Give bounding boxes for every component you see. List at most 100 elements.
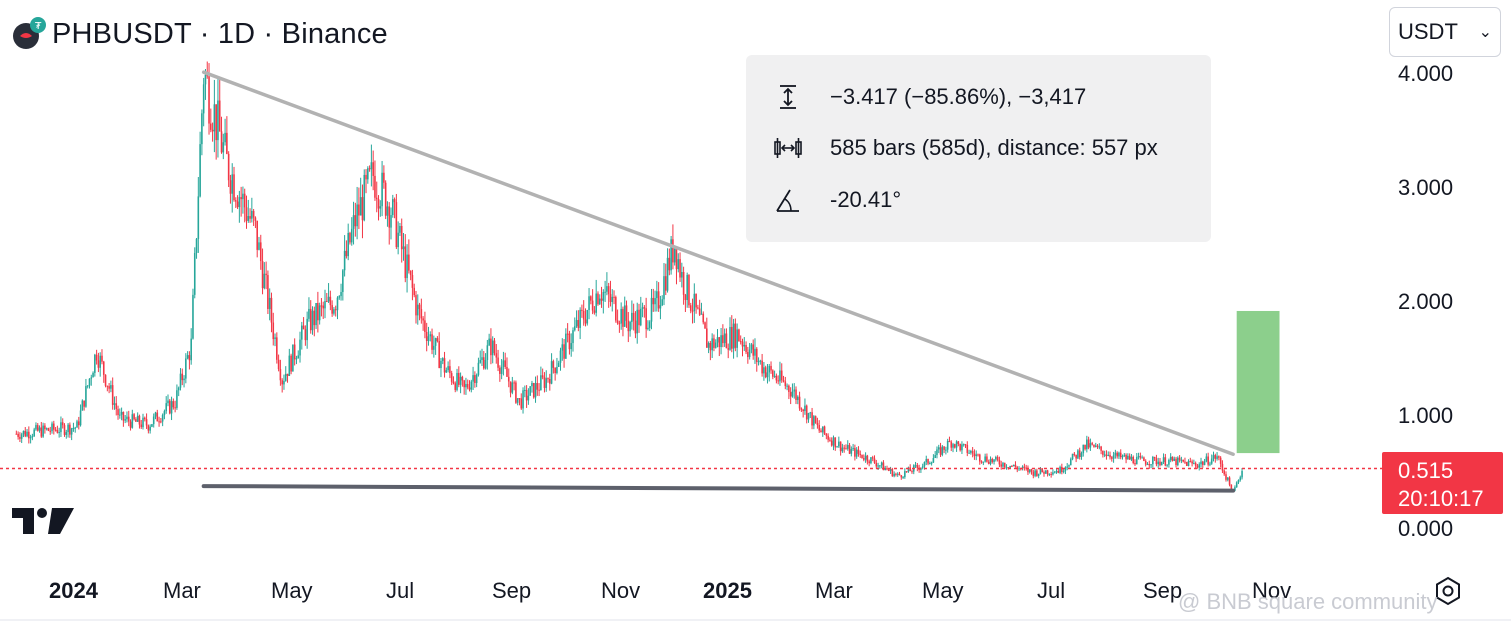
candle-body [1209,463,1211,465]
candle-body [295,358,298,360]
candle-body [1103,454,1106,456]
candle-body [124,419,126,421]
candle-body [349,232,351,243]
candle-body [413,287,416,296]
candle-body [63,425,66,435]
candle-body [582,310,585,320]
candle-body [436,338,439,342]
descending-trendline[interactable] [201,70,1235,456]
candle-body [579,309,581,328]
candle-body [402,246,405,250]
candle-body [1050,473,1052,475]
candle-body [739,341,742,343]
candle-body [943,446,945,450]
candle-body [821,426,824,433]
candle-body [515,382,517,403]
candle-body [440,360,442,369]
candle-body [1139,456,1142,458]
currency-select[interactable]: USDT ⌄ [1389,7,1501,57]
candle-body [227,153,230,181]
candle-body [896,473,899,475]
candle-body [459,376,462,385]
candle-body [1237,479,1240,483]
candle-body [804,405,806,412]
candle-body [757,361,760,363]
candle-body [1162,457,1165,463]
candle-body [661,299,664,306]
candle-body [234,200,237,202]
candle-body [670,239,672,271]
candle-body [1212,455,1215,459]
candle-body [1146,464,1149,466]
candle-body [663,276,665,300]
candle-body [964,444,967,446]
candle-body [42,425,44,437]
candle-body [70,428,73,435]
candle-body [1132,456,1135,463]
candle-body [1143,457,1145,461]
candle-body [95,354,98,361]
candle-body [1116,452,1118,457]
candle-body [570,343,573,350]
y-axis-label-1: 1.000 [1398,403,1454,428]
candle-body [893,473,895,477]
candle-body [773,375,776,377]
candle-body [602,292,605,301]
candle-body [722,335,724,344]
candle-body [925,459,928,463]
x-axis-label-nov-2024: Nov [601,578,641,603]
candle-body [706,328,708,348]
candle-body [195,238,198,253]
x-axis-label-nov-2025: Nov [1252,578,1292,603]
candle-body [747,352,749,358]
candle-body [962,444,965,446]
candle-body [1102,450,1104,455]
candle-body [1075,454,1077,459]
candle-body [598,298,601,305]
candle-body [324,301,326,309]
candle-body [370,162,373,170]
candle-body [354,215,357,227]
candle-body [691,310,694,312]
gear-icon[interactable] [1432,575,1464,607]
candle-body [438,341,440,369]
candle-body [854,448,856,457]
candle-body [85,386,87,407]
candle-body [1130,456,1133,460]
candle-body [1039,468,1042,474]
candle-body [306,318,308,341]
candle-body [479,359,482,363]
support-line[interactable] [201,484,1236,493]
candle-body [932,458,935,463]
candle-body [172,401,175,408]
candle-body [766,372,769,378]
candle-body [393,199,396,203]
target-box[interactable] [1236,310,1280,454]
candle-body [1055,470,1058,473]
candle-body [1187,461,1190,466]
candle-body [302,325,305,330]
candle-body [454,383,457,390]
candle-body [356,204,358,227]
candle-body [1228,477,1231,485]
drawings-layer[interactable] [201,70,1280,493]
candle-body [848,444,851,454]
candle-body [1223,470,1226,475]
candle-body [399,226,401,233]
candle-body [654,298,656,305]
candle-body [474,375,476,384]
candle-body [49,430,52,432]
candle-body [1027,467,1029,473]
candle-body [834,437,837,448]
candle-body [882,462,885,471]
candle-body [557,362,560,367]
candle-body [620,308,622,324]
candle-body [1137,456,1140,458]
candle-body [1107,454,1110,456]
tradingview-logo-icon[interactable] [12,504,76,541]
candle-body [1096,445,1099,447]
candle-body [1041,468,1044,473]
candle-body [954,444,956,448]
candle-body [113,403,116,405]
